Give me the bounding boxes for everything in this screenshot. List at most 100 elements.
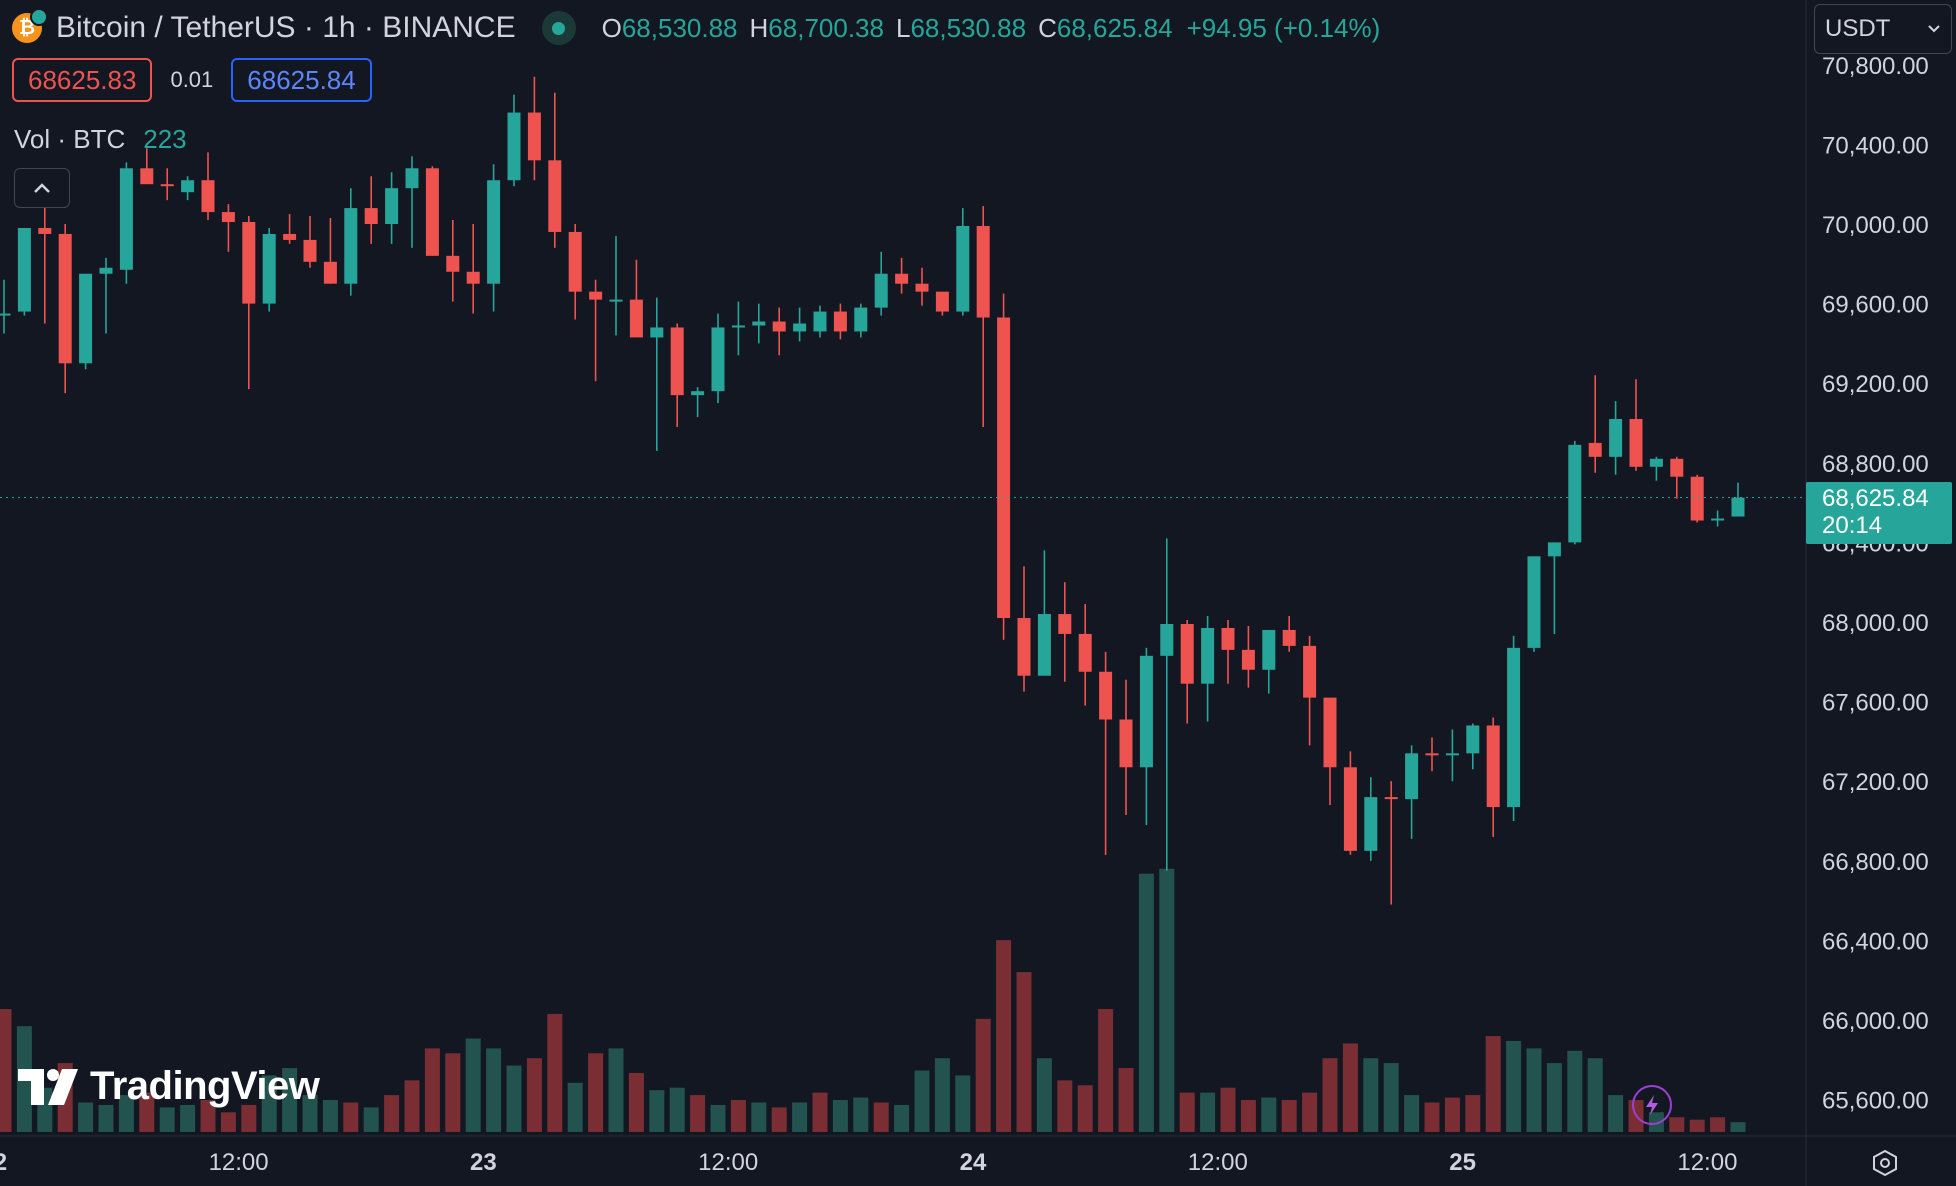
currency-select[interactable]: USDT [1814,4,1952,54]
candle-body [1282,629,1296,646]
candle [323,218,337,284]
close-value: 68,625.84 [1056,12,1173,43]
volume-bar [710,1104,726,1132]
time-tick-label: 25 [1449,1149,1476,1176]
bitcoin-icon[interactable]: ₿ [12,8,48,43]
candle [221,204,235,252]
candle [466,224,480,314]
volume-bar [384,1095,400,1132]
chart-settings-button[interactable] [1868,1146,1902,1180]
volume-bar [955,1075,971,1132]
volume-legend[interactable]: Vol · BTC 223 [14,124,187,155]
candle [79,273,93,370]
candle-body [670,327,684,396]
candle-body [568,231,582,292]
candle-body [1201,627,1215,684]
candle-body [854,307,868,332]
price-tick-label: 66,800.00 [1822,849,1929,876]
candle [813,305,827,338]
candle-body [1405,753,1419,800]
volume-bar [649,1090,665,1132]
volume-bar [894,1104,910,1132]
volume-bar [1159,868,1175,1132]
ohlc-values: O 68,530.88 H 68,700.38 L 68,530.88 C 68… [602,13,1381,44]
candle-body [609,299,623,302]
candle-body [487,180,501,284]
candle-body [874,273,888,308]
symbol-title[interactable]: Bitcoin / TetherUS · 1h · BINANCE [56,11,516,44]
candle-body [976,225,990,318]
candle [874,251,888,316]
candle [1670,456,1684,499]
candle-body [1445,753,1459,756]
candle [303,216,317,268]
price-axis[interactable] [1806,0,1956,1186]
volume-bar [1363,1058,1379,1132]
candle-body [997,317,1011,619]
candle-body [1731,497,1745,517]
candle [1711,510,1725,527]
candle-body [731,325,745,328]
volume-bar [0,1009,12,1132]
candle-body [691,391,705,396]
candle-body [140,168,154,185]
candle-body [1649,458,1663,467]
candle-body [1486,725,1500,808]
gear-icon [1873,1149,1897,1177]
time-tick-label: 24 [960,1149,987,1176]
volume-bar [1485,1036,1501,1132]
volume-bar [1281,1100,1297,1132]
buy-price-button[interactable]: 68625.84 [231,58,372,102]
volume-bar [1444,1097,1460,1132]
open-label: O [601,12,622,43]
candle [854,303,868,338]
candle [1262,629,1276,694]
market-open-icon[interactable] [541,11,576,45]
candle-body [711,327,725,392]
volume-bar [282,1068,298,1132]
candle [772,307,786,356]
candle-body [1670,458,1684,477]
volume-bar [526,1058,542,1132]
tradingview-logo[interactable]: TradingView [18,1064,320,1109]
collapse-legend-button[interactable] [14,168,70,208]
volume-bar [690,1095,706,1132]
candle-body [385,188,399,224]
candle [17,227,31,316]
volume-bar [1240,1100,1256,1132]
price-tick-label: 70,000.00 [1822,212,1929,239]
candle-body [364,208,378,224]
high-value: 68,700.38 [768,12,884,43]
candle [1588,375,1602,473]
candle [262,227,276,312]
volume-bar [1261,1097,1277,1132]
volume-bar [1118,1068,1134,1132]
candle [1343,751,1357,855]
candle [1527,556,1541,652]
volume-bar [934,1058,950,1132]
candle-body [1058,614,1072,634]
candle-body [1323,697,1337,768]
volume-bar [1404,1095,1420,1132]
candle-body [1711,518,1725,521]
candle-body [1160,623,1174,656]
trade-buttons: 68625.83 0.01 68625.84 [12,58,372,102]
candle-body [79,273,93,364]
candle-body [1017,618,1031,676]
volume-bar [1098,1009,1114,1132]
flash-button[interactable] [1632,1085,1672,1125]
volume-bar [771,1107,787,1132]
candle-body [344,208,358,284]
price-tick-label: 68,800.00 [1822,451,1929,478]
volume-bar [343,1102,359,1132]
candle [1323,697,1337,806]
candle-body [262,233,276,304]
candle-body [1262,629,1276,670]
candle-body [1221,627,1235,650]
candle-body [1609,419,1623,457]
candle-body [17,227,31,312]
sell-price-button[interactable]: 68625.83 [12,58,153,102]
volume-bar [996,940,1012,1132]
volume-bar [1220,1087,1236,1132]
